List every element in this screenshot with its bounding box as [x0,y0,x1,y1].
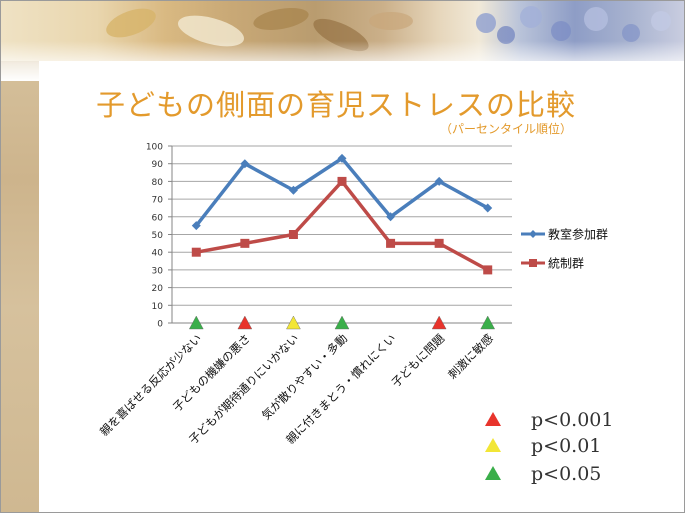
y-tick-label: 100 [146,143,163,153]
data-point-class [434,176,444,186]
legend-marker [529,230,537,238]
significance-marker [431,315,447,330]
y-tick-label: 30 [152,266,164,276]
y-tick-label: 90 [152,160,164,170]
significance-legend-marker [485,466,501,480]
y-tick-label: 60 [152,213,164,223]
x-category-label: 刺激に敏感 [445,331,496,382]
legend-label: 統制群 [548,257,584,271]
slide-subtitle: （パーセンタイル順位） [440,122,573,136]
data-point-control [191,247,201,257]
significance-marker [237,315,253,330]
significance-marker [334,315,350,330]
significance-legend-label: p<0.05 [531,463,601,485]
x-category-label: 気が散りやすい・多動 [259,331,350,422]
y-tick-label: 10 [152,302,164,312]
data-point-class [191,221,201,231]
significance-legend-label: p<0.01 [531,435,601,457]
y-tick-label: 20 [152,284,164,294]
slide-title: 子どもの側面の育児ストレスの比較 [96,88,577,122]
data-point-control [483,265,493,275]
data-point-class [288,185,298,195]
parchment-border [1,1,39,512]
data-point-class [337,153,347,163]
y-tick-label: 50 [152,231,164,241]
significance-marker [188,315,204,330]
significance-legend-label: p<0.001 [531,409,613,431]
data-point-control [337,176,347,186]
data-point-control [288,230,298,239]
data-point-class [240,159,250,169]
data-point-control [434,238,444,248]
x-category-label: 子どもに問題 [389,331,448,390]
y-tick-label: 40 [152,249,164,259]
data-point-class [483,203,493,213]
data-point-control [240,238,250,248]
significance-marker [286,315,301,330]
data-point-class [386,212,396,222]
legend-label: 教室参加群 [548,227,608,242]
leaf-decoration [106,6,671,52]
y-tick-label: 0 [157,320,163,330]
significance-marker [480,315,496,330]
y-tick-label: 80 [152,178,164,188]
legend-marker [529,259,537,267]
significance-legend-marker [485,412,501,426]
significance-legend-marker [485,438,501,452]
y-tick-label: 70 [152,196,164,206]
data-point-control [386,238,396,248]
